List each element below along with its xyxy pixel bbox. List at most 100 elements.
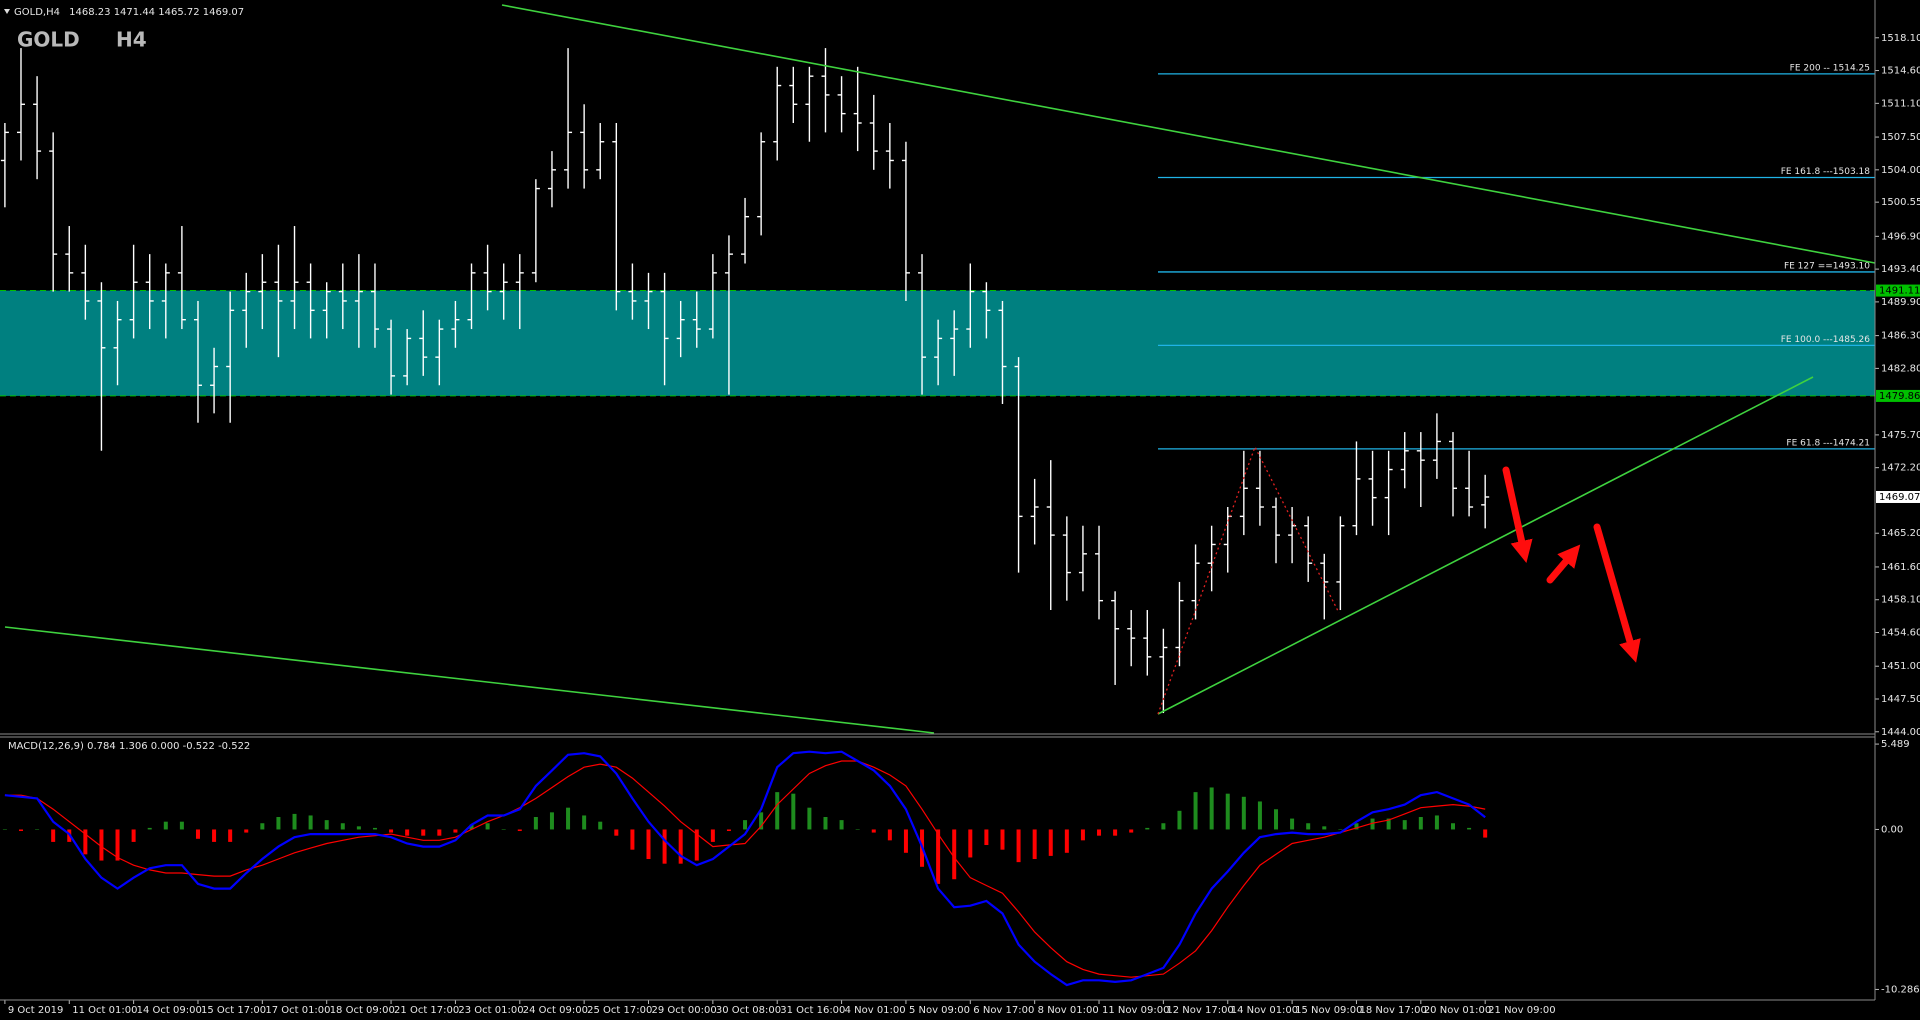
- histogram-bar: [228, 829, 233, 842]
- histogram-bar: [244, 829, 249, 833]
- histogram-bar: [501, 829, 506, 830]
- histogram-bar: [292, 813, 297, 830]
- histogram-bar: [726, 829, 731, 832]
- histogram-bar: [308, 815, 313, 830]
- histogram-bar: [83, 829, 88, 855]
- x-tick-label: 18 Nov 17:00: [1359, 1005, 1426, 1016]
- histogram-bar: [823, 817, 828, 830]
- trend-line: [4, 626, 935, 734]
- y-tick-label: 1496.90: [1881, 231, 1920, 242]
- histogram-bar: [1193, 792, 1198, 830]
- arrow: [1546, 544, 1581, 584]
- histogram-bar: [903, 829, 908, 853]
- histogram-bar: [549, 812, 554, 830]
- histogram-bar: [99, 829, 104, 861]
- histogram-bar: [807, 807, 812, 830]
- indicator-readout: MACD(12,26,9) 0.784 1.306 0.000 -0.522 -…: [8, 741, 250, 752]
- arrow: [1502, 466, 1533, 563]
- x-tick-label: 18 Oct 09:00: [330, 1005, 395, 1016]
- histogram-bar: [887, 829, 892, 841]
- histogram-bar: [678, 829, 683, 864]
- histogram-bar: [533, 817, 538, 830]
- drawing-objects: [4, 4, 1876, 734]
- x-tick-label: 15 Nov 09:00: [1295, 1005, 1362, 1016]
- histogram-bar: [1306, 823, 1311, 830]
- fe-label: FE 61.8 ---1474.21: [1786, 438, 1870, 448]
- open-readout: 1468.23: [69, 7, 110, 18]
- x-tick-label: 11 Oct 01:00: [72, 1005, 137, 1016]
- histogram-bar: [1064, 829, 1069, 853]
- y-tick-label: 1482.80: [1881, 363, 1920, 374]
- zone-price-label: 1479.86: [1879, 391, 1920, 402]
- histogram-bar: [1145, 827, 1150, 830]
- y-tick-label: 1493.40: [1881, 264, 1920, 275]
- x-tick-label: 6 Nov 17:00: [973, 1005, 1034, 1016]
- extra-readout: 0.000: [151, 741, 180, 752]
- histogram-bar: [1467, 827, 1472, 830]
- fe-label: FE 161.8 ---1503.18: [1781, 167, 1871, 177]
- y-tick-label: 1461.60: [1881, 562, 1920, 573]
- histogram-bar: [791, 793, 796, 830]
- y-tick-label: 1504.00: [1881, 165, 1920, 176]
- trend-line: [501, 4, 1876, 264]
- macd-readout: 0.784: [87, 741, 116, 752]
- x-tick-label: 15 Oct 17:00: [201, 1005, 266, 1016]
- histogram-bar: [710, 829, 715, 842]
- histogram-bar: [51, 829, 56, 842]
- y-tick-label: -10.286: [1881, 984, 1920, 995]
- symbol-label: GOLD: [17, 28, 80, 52]
- high-readout: 1471.44: [114, 7, 155, 18]
- symbol: GOLD,H4: [14, 7, 60, 18]
- menu-triangle[interactable]: [4, 9, 10, 14]
- y-tick-label: 1500.55: [1881, 197, 1920, 208]
- histogram-bar: [1177, 810, 1182, 830]
- histogram-bar: [694, 829, 699, 861]
- x-tick-label: 14 Nov 01:00: [1231, 1005, 1298, 1016]
- histogram-bar: [517, 829, 522, 832]
- x-tick-label: 17 Oct 01:00: [265, 1005, 330, 1016]
- zone-price-label: 1491.11: [1879, 286, 1920, 297]
- y-tick-label: 1511.10: [1881, 98, 1920, 109]
- macd-line: [4, 750, 1486, 987]
- arrow: [1593, 523, 1641, 663]
- y-tick-label: 1489.90: [1881, 297, 1920, 308]
- histogram-bar: [566, 807, 571, 830]
- histogram-bar: [1370, 818, 1375, 830]
- y-tick-label: 1486.30: [1881, 331, 1920, 342]
- histogram-bar: [405, 829, 410, 836]
- histogram-bar: [340, 823, 345, 830]
- fe-label: FE 100.0 ---1485.26: [1781, 335, 1871, 345]
- histogram-bar: [855, 829, 860, 830]
- low-readout: 1465.72: [158, 7, 199, 18]
- y-tick-label: 1507.50: [1881, 132, 1920, 143]
- x-tick-label: 25 Oct 17:00: [587, 1005, 652, 1016]
- x-tick-label: 14 Oct 09:00: [137, 1005, 202, 1016]
- y-tick-label: 1458.10: [1881, 595, 1920, 606]
- y-tick-label: 1475.70: [1881, 430, 1920, 441]
- histogram-bar: [131, 829, 136, 842]
- histogram-bar: [1354, 823, 1359, 830]
- histogram-bar: [598, 821, 603, 830]
- x-tick-label: 23 Oct 01:00: [458, 1005, 523, 1016]
- x-tick-label: 31 Oct 16:00: [780, 1005, 845, 1016]
- histogram-bar: [147, 827, 152, 830]
- close-readout: 1469.07: [203, 7, 244, 18]
- zone-price-box: [1876, 284, 1920, 297]
- histogram-bar: [1097, 829, 1102, 836]
- histogram-bar: [389, 829, 394, 833]
- histogram-bar: [1402, 820, 1407, 830]
- histogram-bar: [743, 820, 748, 830]
- y-tick-label: 1444.00: [1881, 727, 1920, 738]
- x-tick-label: 11 Nov 09:00: [1102, 1005, 1169, 1016]
- histogram-bar: [759, 812, 764, 830]
- histogram-bar: [469, 824, 474, 830]
- histogram-readout: -0.522: [183, 741, 215, 752]
- y-tick-label: 1465.20: [1881, 528, 1920, 539]
- histogram-bar: [485, 823, 490, 830]
- histogram-bar: [1483, 829, 1488, 838]
- histogram-bar: [1290, 818, 1295, 830]
